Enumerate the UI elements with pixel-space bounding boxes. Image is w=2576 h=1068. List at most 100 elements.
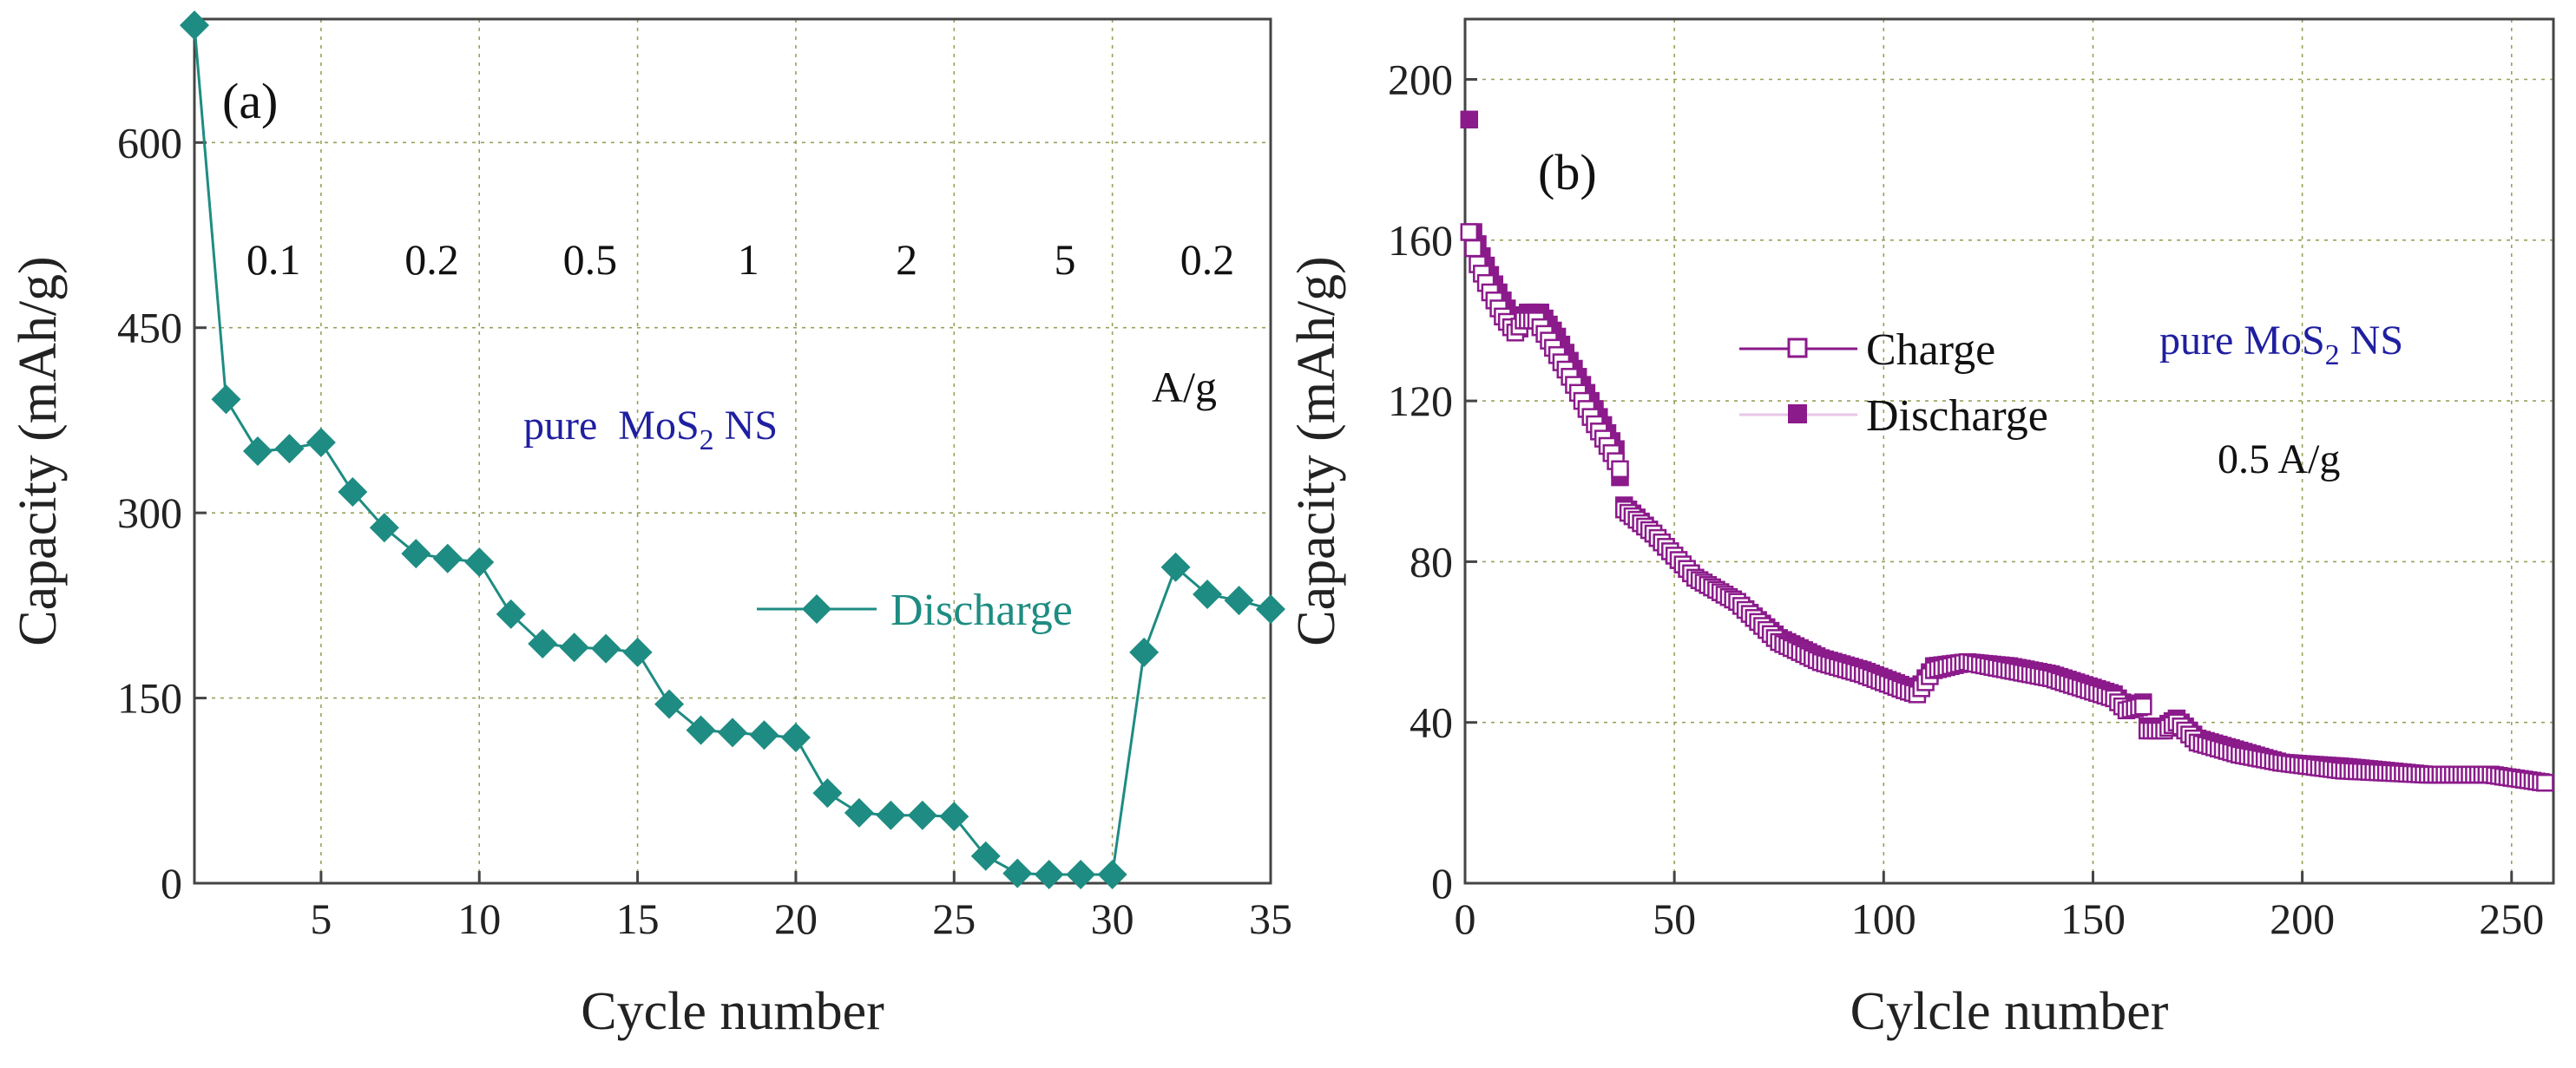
panel-a-x-tick-label: 15 (616, 894, 660, 943)
panel-b-charge-point (2134, 697, 2152, 716)
panel-b-legend-discharge-marker (1788, 404, 1807, 423)
panel-a-discharge-point (559, 632, 589, 663)
panel-a-x-tick-label: 5 (310, 894, 332, 943)
panel-b-rate-note: 0.5 A/g (2218, 436, 2340, 482)
panel-a-discharge-point (844, 797, 874, 828)
panel-a-discharge-point (1002, 858, 1033, 888)
panel-b-material-label: pure MoS2 NS (2159, 318, 2403, 371)
panel-a-material-suffix: NS (714, 403, 778, 449)
panel-a-discharge-point (1066, 860, 1096, 890)
panel-b-gridlines (1465, 19, 2553, 883)
panel-b-x-tick-label: 150 (2060, 894, 2126, 943)
panel-b-x-tick-label: 50 (1653, 894, 1696, 943)
panel-a-legend: Discharge (757, 586, 1073, 635)
panel-a-rate-label: 1 (738, 235, 759, 284)
panel-a-material-label: pure MoS2 NS (523, 403, 778, 456)
panel-b-series (1460, 110, 2554, 792)
panel-a-y-tick-label: 0 (161, 859, 182, 907)
panel-a-discharge-point (432, 543, 463, 573)
panel-a-discharge-point (338, 476, 368, 507)
panel-b-material-sub: 2 (2325, 339, 2340, 371)
panel-b-legend-discharge-label: Discharge (1866, 391, 2048, 441)
panel-a-y-tick-label: 600 (117, 118, 182, 167)
panel-a-discharge-point (591, 633, 621, 664)
panel-b-ticks: 0 50 100 150 200 250 0 40 80 120 160 200 (1388, 55, 2544, 943)
panel-a-discharge-point (496, 599, 526, 629)
panel-b-charge-point (1464, 239, 1482, 258)
panel-a-rate-label: 5 (1054, 235, 1075, 284)
panel-a-discharge-point (369, 513, 399, 543)
panel-b-charge-point (1611, 460, 1629, 479)
panel-b-y-axis-label: Capacity (mAh/g) (1287, 256, 1346, 645)
panel-a-y-tick-label: 300 (117, 488, 182, 537)
panel-a-rate-labels: 0.1 0.2 0.5 1 2 5 0.2 (246, 235, 1234, 284)
panel-b-x-tick-label: 250 (2479, 894, 2544, 943)
panel-a-discharge-point (1256, 594, 1285, 625)
panel-a-discharge-point (242, 436, 273, 466)
panel-b-chart: 0 50 100 150 200 250 0 40 80 120 160 200 (b) pure M… (1287, 17, 2555, 1041)
panel-b-discharge-point (1460, 110, 1479, 129)
panel-b-x-tick-label: 100 (1851, 894, 1916, 943)
panel-b-legend-charge-marker (1787, 337, 1808, 358)
panel-a-discharge-point (464, 547, 495, 578)
panel-a-y-axis-label: Capacity (mAh/g) (9, 256, 68, 645)
panel-b-letter: (b) (1538, 144, 1597, 200)
panel-a-discharge-point (1097, 860, 1127, 890)
panel-b-material-prefix: pure MoS (2159, 318, 2325, 364)
panel-a-legend-diamond-marker (802, 594, 831, 624)
panel-a-rate-label: 0.1 (246, 235, 301, 284)
panel-a-letter: (a) (222, 73, 278, 129)
panel-a-x-tick-label: 30 (1091, 894, 1134, 943)
panel-a-rate-label: 0.2 (1180, 235, 1235, 284)
panel-a-discharge-point (686, 715, 716, 745)
panel-a-discharge-point (718, 717, 747, 748)
panel-a-y-tick-label: 150 (117, 674, 182, 723)
panel-a-legend-label: Discharge (890, 586, 1073, 635)
panel-a-discharge-point (1224, 586, 1254, 616)
panel-b-material-suffix: NS (2340, 318, 2403, 364)
panel-b-x-axis-label: Cylcle number (1850, 982, 2169, 1041)
panel-a-material-prefix: pure MoS (523, 403, 700, 449)
panel-b-frame (1463, 17, 2555, 885)
panel-a-discharge-point (622, 637, 653, 667)
panel-a-discharge-point (876, 800, 906, 830)
panel-a-rate-unit: A/g (1152, 363, 1217, 411)
panel-a-frame (193, 17, 1272, 885)
panel-a-discharge-point (211, 384, 241, 415)
panel-b-legend: Charge Discharge (1739, 325, 2048, 441)
panel-a-rate-label: 0.2 (404, 235, 459, 284)
panel-b-legend-charge-label: Charge (1866, 325, 1995, 375)
panel-a-y-tick-label: 450 (117, 304, 182, 352)
panel-a-discharge-point (306, 428, 336, 458)
panel-a-discharge-point (528, 628, 558, 658)
panel-a-discharge-point (180, 10, 209, 41)
panel-a-discharge-point (401, 539, 431, 569)
panel-a-x-tick-label: 25 (932, 894, 976, 943)
panel-a-x-tick-label: 20 (774, 894, 818, 943)
panel-a-discharge-point (1034, 860, 1064, 890)
panel-a-discharge-point (654, 689, 685, 719)
panel-a-rate-label: 2 (896, 235, 917, 284)
panel-a-gridlines (194, 19, 1271, 883)
panel-a-discharge-point (812, 778, 843, 809)
panel-a-discharge-point (780, 723, 811, 753)
panel-a-series (180, 10, 1285, 890)
panel-a-discharge-point (1160, 552, 1191, 582)
panel-b-y-tick-label: 80 (1410, 537, 1453, 586)
panel-b-y-tick-label: 120 (1388, 377, 1453, 425)
panel-b-y-tick-label: 200 (1388, 55, 1453, 103)
panel-a-x-tick-label: 10 (457, 894, 501, 943)
panel-b-x-tick-label: 0 (1455, 894, 1476, 943)
panel-a-discharge-point (907, 800, 937, 830)
panel-b-y-tick-label: 40 (1410, 698, 1453, 747)
panel-a-material-sub: 2 (700, 424, 714, 456)
panel-a-discharge-point (939, 802, 969, 832)
panel-a-discharge-point (970, 841, 1001, 871)
panel-a-rate-label: 0.5 (563, 235, 618, 284)
panel-a-discharge-point (1129, 637, 1160, 667)
panel-a-discharge-point (1193, 580, 1223, 610)
panel-b-y-tick-label: 0 (1431, 859, 1453, 907)
panel-b-charge-point (2536, 773, 2554, 792)
